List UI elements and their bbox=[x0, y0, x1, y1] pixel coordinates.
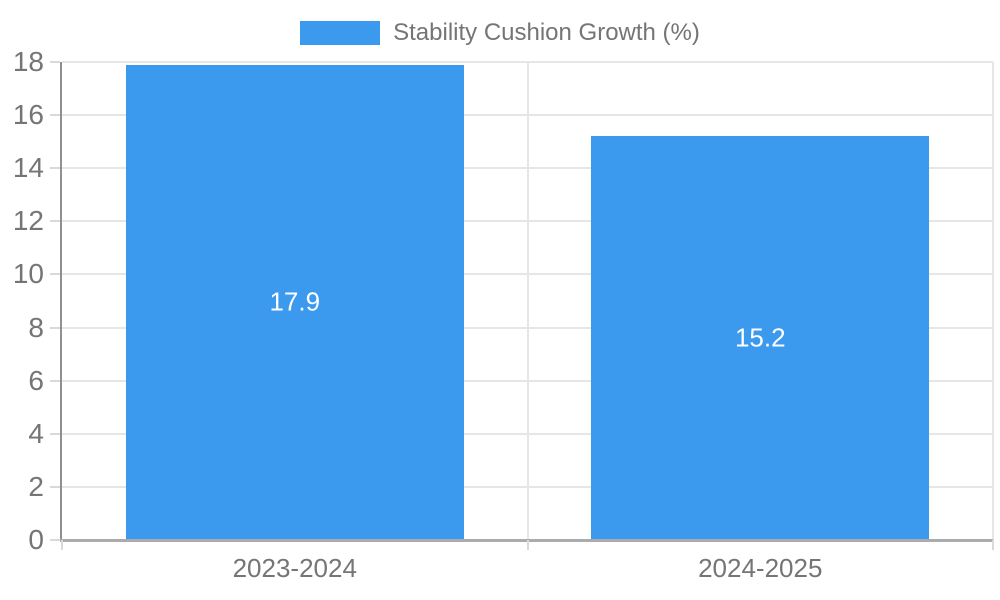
legend: Stability Cushion Growth (%) bbox=[0, 19, 1000, 47]
bar-value-label: 15.2 bbox=[734, 322, 786, 353]
y-tick-label: 0 bbox=[28, 524, 44, 555]
legend-label: Stability Cushion Growth (%) bbox=[393, 19, 700, 46]
y-axis-tick bbox=[50, 61, 60, 63]
x-axis-tick bbox=[61, 540, 63, 550]
bar: 17.9 bbox=[125, 64, 464, 540]
y-axis-labels: 0 2 4 6 8 10 12 14 16 18 bbox=[0, 46, 44, 555]
y-axis-tick bbox=[50, 167, 60, 170]
y-axis-tick bbox=[50, 379, 60, 382]
x-tick-label: 2024-2025 bbox=[698, 553, 823, 583]
y-tick-label: 12 bbox=[12, 205, 44, 237]
legend-swatch bbox=[300, 21, 381, 45]
y-axis-tick bbox=[50, 220, 60, 223]
y-axis-tick bbox=[50, 114, 60, 117]
y-axis-line bbox=[60, 62, 62, 540]
bar: 15.2 bbox=[591, 136, 930, 540]
x-axis-labels: 2023-2024 2024-2025 bbox=[62, 553, 993, 587]
x-axis-tick bbox=[992, 540, 994, 550]
y-tick-label: 4 bbox=[28, 417, 44, 449]
y-tick-label: 8 bbox=[28, 311, 44, 343]
x-tick-label: 2023-2024 bbox=[232, 553, 357, 583]
y-tick-label: 14 bbox=[12, 152, 44, 184]
y-axis-tick bbox=[50, 273, 60, 276]
y-axis-tick bbox=[50, 326, 60, 329]
y-tick-label: 10 bbox=[12, 258, 44, 290]
plot-area: 17.9 15.2 bbox=[50, 61, 994, 550]
y-tick-label: 16 bbox=[12, 99, 44, 131]
y-tick-label: 6 bbox=[28, 364, 44, 396]
bar-value-label: 17.9 bbox=[269, 286, 321, 317]
y-tick-label: 2 bbox=[28, 470, 44, 502]
y-axis-tick bbox=[50, 432, 60, 435]
x-grid-line bbox=[992, 62, 994, 540]
y-axis-tick bbox=[50, 539, 60, 541]
y-axis-tick bbox=[50, 485, 60, 488]
x-axis-tick bbox=[526, 540, 529, 550]
y-tick-label: 18 bbox=[12, 46, 44, 77]
x-grid-line bbox=[526, 62, 529, 540]
